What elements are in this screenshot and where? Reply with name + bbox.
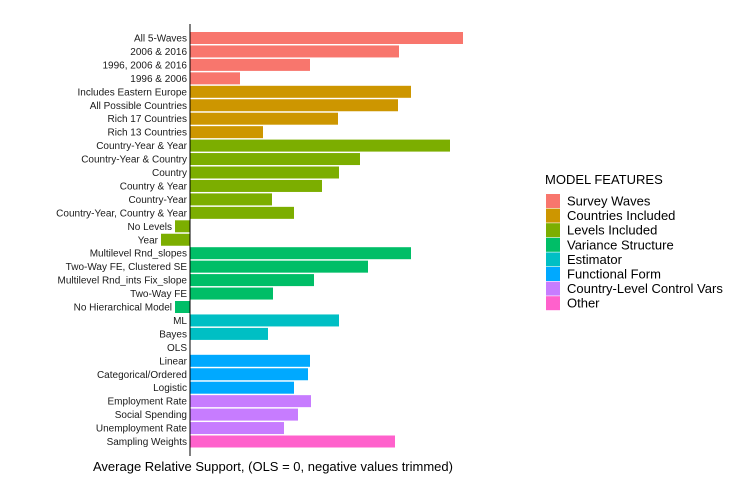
legend-swatch-other [546,296,560,311]
y-tick-label-ml: ML [173,316,187,327]
legend-label-levels-included: Levels Included [567,223,657,238]
y-tick-label-logistic: Logistic [153,383,187,394]
y-tick-label-social-spending: Social Spending [115,410,187,421]
y-tick-label-1996-2006-2016: 1996, 2006 & 2016 [102,60,187,71]
y-tick-label-country-year-year: Country-Year & Year [96,141,187,152]
bar-country-year-country [190,153,360,166]
legend-label-functional-form: Functional Form [567,267,661,282]
y-tick-label-two-way-fe: Two-Way FE [130,289,187,300]
y-tick-label-country-year-country: Country-Year & Country [81,155,187,166]
legend-swatch-country-level-control-vars [546,281,560,296]
y-tick-label-sampling-weights: Sampling Weights [107,437,187,448]
y-tick-label-two-way-fe-clustered-se: Two-Way FE, Clustered SE [66,262,188,273]
y-tick-label-includes-eastern-europe: Includes Eastern Europe [77,87,187,98]
bar-includes-eastern-europe [190,85,411,98]
legend-label-survey-waves: Survey Waves [567,194,651,209]
legend-label-country-level-control-vars: Country-Level Control Vars [567,281,723,296]
bar-all-5-waves [190,32,463,44]
bar-1996-2006-2016 [190,58,310,71]
bar-employment-rate [190,395,311,408]
bar-ml [190,314,339,327]
y-tick-label-year: Year [138,235,159,246]
bar-country-year [190,193,272,206]
bar-bayes [190,327,268,340]
bar-categorical-ordered [190,368,308,381]
bar-two-way-fe-clustered-se [190,260,368,273]
y-tick-label-country-year-country-year: Country-Year, Country & Year [56,208,187,219]
bar-no-hierarchical-model [175,301,190,313]
y-tick-label-country: Country [152,168,187,179]
y-tick-label-country-year: Country & Year [120,181,188,192]
y-tick-label-country-year: Country-Year [128,195,187,206]
y-tick-label-multilevel-rnd-slopes: Multilevel Rnd_slopes [90,249,187,260]
y-tick-label-ols: OLS [167,343,187,354]
bar-country-year-country-year [190,206,294,219]
y-tick-label-categorical-ordered: Categorical/Ordered [97,370,187,381]
legend-label-estimator: Estimator [567,252,623,267]
y-tick-label-no-hierarchical-model: No Hierarchical Model [74,303,172,314]
legend-label-other: Other [567,296,600,311]
x-axis-title: Average Relative Support, (OLS = 0, nega… [93,459,453,474]
bar-two-way-fe [190,287,273,300]
bar-2006-2016 [190,45,399,58]
bar-unemployment-rate [190,422,284,435]
legend-swatch-estimator [546,252,560,267]
legend-swatch-functional-form [546,267,560,281]
y-tick-label-multilevel-rnd-ints-fix-slope: Multilevel Rnd_ints Fix_slope [57,276,187,287]
y-tick-label-rich-13-countries: Rich 13 Countries [108,128,187,139]
bar-year [161,233,190,246]
legend-label-variance-structure: Variance Structure [567,237,674,252]
bar-1996-2006 [190,72,240,85]
bar-linear [190,354,310,367]
bar-sampling-weights [190,435,395,448]
y-tick-label-no-levels: No Levels [128,222,172,233]
legend-title: MODEL FEATURES [545,172,663,187]
bars-layer [161,32,463,448]
legend-swatch-survey-waves [546,194,560,208]
y-tick-label-1996-2006: 1996 & 2006 [130,74,187,85]
y-tick-label-rich-17-countries: Rich 17 Countries [108,114,187,125]
bar-multilevel-rnd-ints-fix-slope [190,274,314,287]
bar-rich-17-countries [190,112,338,125]
bar-social-spending [190,408,298,421]
legend-swatch-variance-structure [546,237,560,252]
y-tick-label-all-possible-countries: All Possible Countries [90,101,187,112]
y-tick-labels: All 5-Waves 2006 & 2016 1996, 2006 & 2016 1… [56,34,187,449]
legend-swatch-countries-included [546,208,560,223]
y-tick-label-employment-rate: Employment Rate [108,397,188,408]
bar-country-year [190,179,322,192]
bar-country [190,166,339,179]
bar-all-possible-countries [190,99,398,112]
bar-multilevel-rnd-slopes [190,247,411,260]
legend-swatch-levels-included [546,223,560,238]
y-tick-label-unemployment-rate: Unemployment Rate [96,424,188,435]
y-tick-label-linear: Linear [159,356,187,367]
y-tick-label-bayes: Bayes [159,329,187,340]
y-tick-label-all-5-waves: All 5-Waves [134,34,187,45]
bar-logistic [190,381,294,394]
y-tick-label-2006-2016: 2006 & 2016 [130,47,187,58]
bar-no-levels [175,220,190,233]
legend-label-countries-included: Countries Included [567,208,675,223]
bar-country-year-year [190,139,450,152]
bar-rich-13-countries [190,126,263,139]
